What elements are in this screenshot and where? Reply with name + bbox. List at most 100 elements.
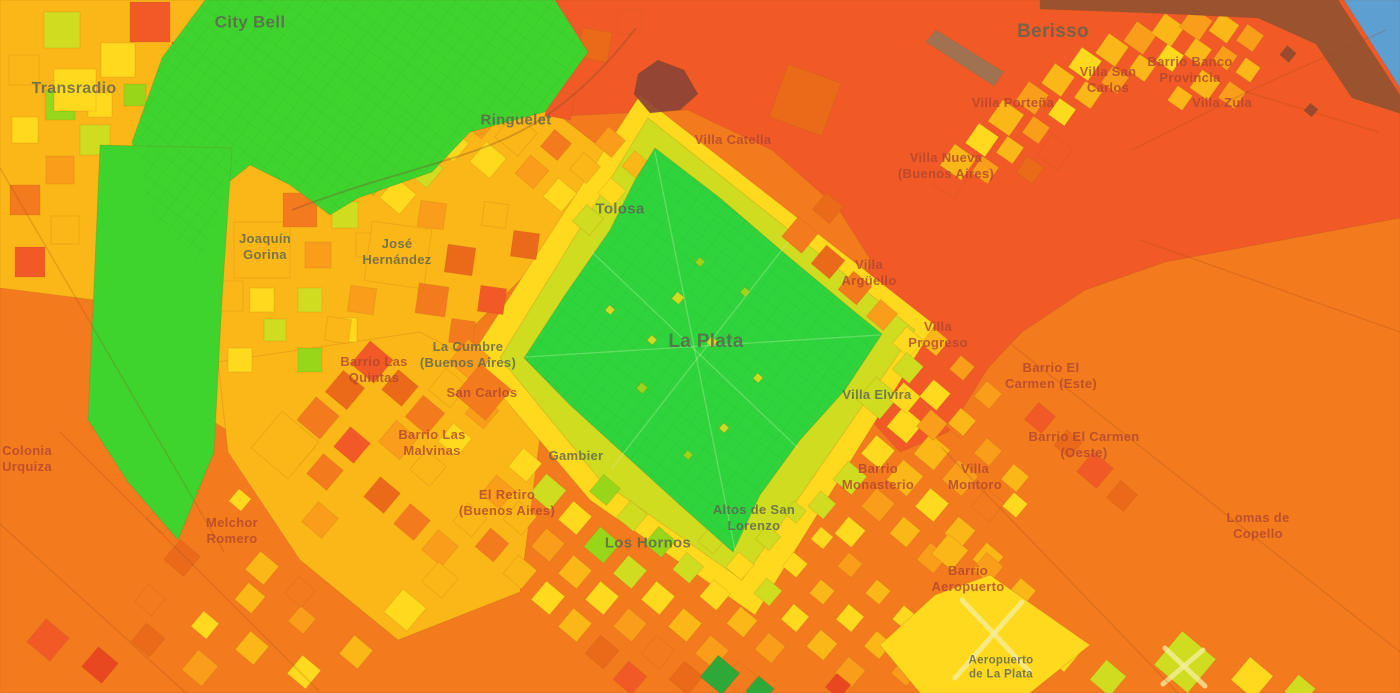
census-cell[interactable]: [480, 200, 510, 230]
census-cell[interactable]: [811, 191, 845, 225]
census-cell[interactable]: [667, 607, 703, 643]
census-cell[interactable]: [162, 538, 202, 578]
census-cell[interactable]: [1105, 479, 1139, 513]
census-cell[interactable]: [1088, 658, 1128, 693]
census-cell[interactable]: [1235, 23, 1265, 53]
census-cell[interactable]: [480, 474, 516, 510]
census-cell[interactable]: [780, 603, 810, 633]
census-cell[interactable]: [885, 458, 925, 498]
census-cell[interactable]: [130, 622, 166, 658]
census-cell[interactable]: [234, 630, 270, 666]
census-cell[interactable]: [568, 151, 602, 185]
census-cell[interactable]: [739, 286, 751, 298]
census-cell[interactable]: [970, 155, 1000, 185]
census-cell[interactable]: [597, 177, 627, 207]
census-cell[interactable]: [297, 347, 323, 373]
census-cell[interactable]: [420, 560, 460, 600]
census-cell[interactable]: [392, 502, 432, 542]
census-cell[interactable]: [383, 588, 427, 632]
census-cell[interactable]: [805, 628, 839, 662]
census-cell[interactable]: [468, 140, 508, 180]
census-cell[interactable]: [588, 473, 622, 507]
census-cell[interactable]: [539, 128, 573, 162]
census-cell[interactable]: [835, 603, 865, 633]
census-cell[interactable]: [9, 184, 41, 216]
census-cell[interactable]: [571, 203, 605, 237]
census-cell[interactable]: [1278, 44, 1298, 64]
map-region[interactable]: [925, 29, 1005, 87]
census-cell[interactable]: [807, 490, 837, 520]
census-cell[interactable]: [14, 246, 46, 278]
census-cell[interactable]: [180, 648, 220, 688]
census-cell[interactable]: [1000, 463, 1030, 493]
census-cell[interactable]: [305, 452, 345, 492]
census-cell[interactable]: [11, 116, 39, 144]
census-cell[interactable]: [752, 372, 764, 384]
census-cell[interactable]: [640, 580, 676, 616]
census-cell[interactable]: [670, 290, 686, 306]
census-cell[interactable]: [1127, 53, 1157, 83]
census-cell[interactable]: [324, 369, 366, 411]
census-cell[interactable]: [286, 654, 322, 690]
census-cell[interactable]: [43, 11, 81, 49]
census-cell[interactable]: [604, 304, 616, 316]
census-cell[interactable]: [947, 407, 977, 437]
census-cell[interactable]: [808, 578, 836, 606]
census-cell[interactable]: [530, 580, 566, 616]
map-region[interactable]: [633, 59, 699, 114]
census-cell[interactable]: [323, 315, 353, 345]
census-cell[interactable]: [1001, 491, 1029, 519]
census-cell[interactable]: [1207, 11, 1241, 45]
census-cell[interactable]: [1188, 68, 1222, 102]
census-cell[interactable]: [502, 500, 538, 536]
census-cell[interactable]: [494, 113, 538, 157]
census-cell[interactable]: [725, 605, 759, 639]
census-cell[interactable]: [123, 83, 147, 107]
census-cell[interactable]: [380, 368, 420, 408]
census-cell[interactable]: [404, 394, 446, 436]
census-cell[interactable]: [300, 500, 340, 540]
census-cell[interactable]: [671, 551, 705, 585]
census-cell[interactable]: [810, 526, 834, 550]
census-cell[interactable]: [836, 551, 864, 579]
census-cell[interactable]: [26, 618, 70, 662]
census-cell[interactable]: [509, 229, 541, 261]
census-cell[interactable]: [129, 1, 171, 43]
census-cell[interactable]: [528, 472, 568, 512]
census-cell[interactable]: [408, 448, 448, 488]
census-cell[interactable]: [864, 578, 892, 606]
census-cell[interactable]: [593, 125, 627, 159]
census-cell[interactable]: [912, 432, 952, 472]
census-cell[interactable]: [304, 241, 332, 269]
census-cell[interactable]: [584, 634, 620, 670]
census-cell[interactable]: [1094, 32, 1130, 68]
census-cell[interactable]: [233, 221, 291, 279]
census-cell[interactable]: [970, 487, 1006, 523]
census-cell[interactable]: [332, 425, 372, 465]
census-cell[interactable]: [452, 502, 488, 538]
census-cell[interactable]: [833, 515, 867, 549]
census-cell[interactable]: [1100, 65, 1130, 95]
census-cell[interactable]: [725, 551, 755, 581]
map-region[interactable]: [879, 574, 1091, 693]
census-cell[interactable]: [377, 419, 419, 461]
census-cell[interactable]: [885, 405, 925, 445]
census-cell[interactable]: [190, 610, 220, 640]
census-cell[interactable]: [612, 660, 648, 693]
census-cell[interactable]: [1075, 450, 1115, 490]
census-cell[interactable]: [227, 347, 253, 373]
census-cell[interactable]: [1014, 80, 1050, 116]
census-cell[interactable]: [1303, 102, 1319, 118]
census-cell[interactable]: [973, 437, 1003, 467]
census-cell[interactable]: [80, 645, 120, 685]
census-cell[interactable]: [1036, 133, 1074, 171]
census-cell[interactable]: [350, 340, 394, 384]
census-cell[interactable]: [1283, 673, 1317, 693]
census-cell[interactable]: [283, 575, 317, 609]
census-cell[interactable]: [443, 243, 477, 277]
census-cell[interactable]: [557, 554, 593, 590]
census-cell[interactable]: [1155, 43, 1185, 73]
census-cell[interactable]: [964, 122, 1000, 158]
census-cell[interactable]: [507, 447, 543, 483]
census-cell[interactable]: [1211, 44, 1239, 72]
